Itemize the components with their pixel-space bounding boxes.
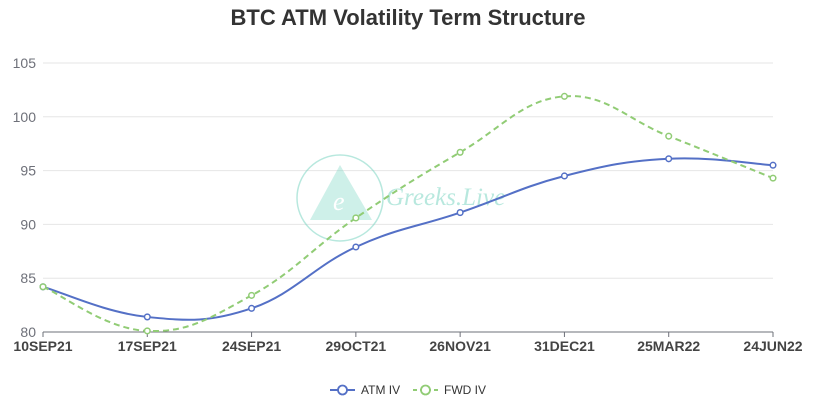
legend-label-fwd-iv: FWD IV — [444, 383, 486, 397]
data-point-fwd-iv — [769, 174, 777, 182]
legend-marker-fwd-iv — [420, 384, 431, 396]
x-tick-label: 29OCT21 — [326, 338, 387, 354]
watermark-logo-letter: e — [333, 187, 345, 216]
x-tick-label: 25MAR22 — [637, 338, 700, 354]
grid-layer — [43, 62, 773, 279]
data-point-atm-iv — [143, 313, 151, 321]
x-tick-label: 26NOV21 — [429, 338, 491, 354]
data-point-atm-iv — [352, 243, 360, 251]
data-point-fwd-iv — [248, 291, 256, 299]
x-tick-label: 24JUN22 — [743, 338, 802, 354]
y-tick-label: 90 — [20, 216, 36, 232]
legend-label-atm-iv: ATM IV — [361, 383, 400, 397]
watermark: e Greeks.Live — [296, 154, 505, 242]
watermark-logo-circle — [296, 154, 384, 242]
data-point-fwd-iv — [143, 327, 151, 335]
data-point-atm-iv — [456, 209, 464, 217]
series-line-fwd-iv — [42, 95, 774, 332]
data-point-fwd-iv — [352, 214, 360, 222]
y-tick-label: 85 — [20, 270, 36, 286]
data-point-fwd-iv — [456, 148, 464, 156]
legend-marker-atm-iv — [337, 384, 348, 396]
legend: ATM IV FWD IV — [330, 383, 486, 397]
y-tick-label: 105 — [13, 55, 37, 71]
y-tick-label: 100 — [13, 109, 37, 125]
data-point-fwd-iv — [560, 92, 568, 100]
data-point-atm-iv — [665, 155, 673, 163]
y-tick-label: 95 — [20, 163, 36, 179]
watermark-text: Greeks.Live — [386, 184, 505, 211]
x-tick-label: 17SEP21 — [118, 338, 177, 354]
y-tick-label: 80 — [20, 324, 36, 340]
series-layer — [39, 92, 777, 335]
series-line-atm-iv — [42, 157, 774, 321]
data-point-fwd-iv — [665, 132, 673, 140]
data-point-atm-iv — [769, 161, 777, 169]
axis-layer: 80 85 90 95 100 105 10SEP21 17SEP21 24SEP21 29OCT… — [13, 55, 803, 354]
x-tick-label: 31DEC21 — [534, 338, 595, 354]
x-tick-label: 24SEP21 — [222, 338, 281, 354]
data-point-atm-iv — [248, 304, 256, 312]
watermark-logo-icon — [310, 165, 372, 220]
data-point-fwd-iv — [39, 283, 47, 291]
data-point-atm-iv — [560, 172, 568, 180]
chart-title: BTC ATM Volatility Term Structure — [231, 5, 586, 30]
x-tick-label: 10SEP21 — [13, 338, 72, 354]
